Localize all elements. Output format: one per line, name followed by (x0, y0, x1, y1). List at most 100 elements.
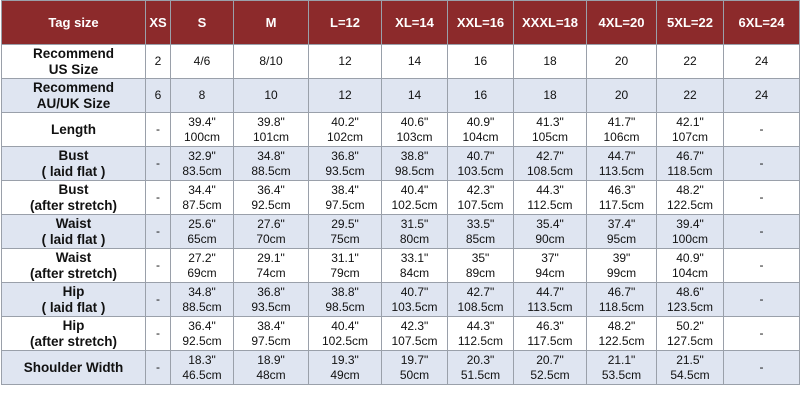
cell-line: 105cm (531, 129, 569, 144)
cell-line: 123.5cm (666, 299, 714, 314)
row-label: Waist (after stretch) (1, 248, 146, 283)
size-cell: 39.8" 101cm (233, 112, 309, 147)
cell-line: - (759, 326, 764, 340)
label-line: Shoulder Width (23, 359, 124, 375)
cell-line: 92.5cm (251, 197, 291, 212)
table-row: Length -39.4" 100cm 39.8" 101cm 40.2" 102cm 40.… (1, 112, 800, 147)
cell-line: 41.3" (536, 114, 564, 129)
cell-line: 107cm (671, 129, 709, 144)
row-label: Bust( laid flat ) (1, 146, 146, 181)
size-cell: - (145, 248, 171, 283)
header-cell: XXXL=18 (513, 0, 587, 45)
cell-line: 29.1" (257, 250, 285, 265)
cell-line: 108.5cm (457, 299, 504, 314)
cell-line: 36.4" (257, 182, 285, 197)
size-cell: 29.1" 74cm (233, 248, 309, 283)
size-cell: 38.8" 98.5cm (381, 146, 448, 181)
size-cell: - (145, 316, 171, 351)
cell-line: 42.3" (466, 182, 495, 197)
cell-line: 118.5cm (598, 299, 645, 314)
cell-line: - (156, 156, 160, 170)
cell-line: 19.3" (331, 352, 359, 367)
cell-line: 6 (154, 88, 162, 102)
label-line: (after stretch) (29, 197, 118, 213)
cell-line: 24 (754, 88, 769, 102)
cell-line: 34.4" (188, 182, 216, 197)
cell-line: 18 (543, 54, 557, 68)
size-cell: 42.7" 108.5cm (447, 282, 514, 317)
cell-line: 2 (154, 54, 162, 68)
table-row: Bust (after stretch) -34.4" 87.5cm 36.4" 92.5… (1, 180, 800, 215)
cell-line: 39.4" (188, 114, 216, 129)
size-cell: 21.1" 53.5cm (586, 350, 657, 385)
cell-line: 97.5cm (325, 197, 365, 212)
cell-line: 42.7" (466, 284, 495, 299)
size-cell: 29.5" 75cm (308, 214, 382, 249)
size-cell: 35.4" 90cm (513, 214, 587, 249)
size-cell: 12 (308, 78, 382, 113)
size-cell: 20.3" 51.5cm (447, 350, 514, 385)
size-cell: 22 (656, 44, 724, 79)
cell-line: 20 (614, 88, 629, 102)
table-row: Shoulder Width -18.3" 46.5cm 18.9" 48cm 19.3"… (1, 350, 800, 385)
size-cell: 12 (308, 44, 382, 79)
cell-line: 65cm (187, 231, 217, 246)
cell-line: 100cm (671, 231, 709, 246)
cell-line: - (759, 156, 764, 170)
label-line: (after stretch) (29, 265, 118, 281)
cell-line: - (156, 326, 160, 340)
cell-line: 48cm (256, 367, 286, 382)
cell-line: 37" (541, 250, 559, 265)
size-cell: 16 (447, 44, 514, 79)
header-cell: L=12 (308, 0, 382, 45)
cell-line: 16 (473, 88, 488, 102)
cell-line: 12 (338, 88, 352, 102)
cell-line: 100cm (183, 129, 221, 144)
size-cell: 48.2" 122.5cm (656, 180, 724, 215)
cell-line: 22 (683, 54, 697, 68)
size-cell: 18 (513, 44, 587, 79)
cell-line: 19.7" (400, 352, 429, 367)
cell-line: 39.4" (676, 216, 704, 231)
cell-line: 53.5cm (601, 367, 642, 382)
table-row: Recommend US Size 2 4/6 8/10 12 14 16 18 20 22 24 (1, 44, 800, 79)
label-line: Hip (62, 317, 85, 333)
cell-line: 36.8" (331, 148, 359, 163)
cell-line: 40.7" (400, 284, 429, 299)
cell-line: 20 (614, 54, 629, 68)
cell-line: 40.9" (466, 114, 495, 129)
cell-line: - (759, 224, 764, 238)
size-cell: 36.4" 92.5cm (233, 180, 309, 215)
cell-line: 21.5" (676, 352, 704, 367)
cell-line: 80cm (399, 231, 430, 246)
cell-line: 14 (407, 88, 422, 102)
size-cell: 33.5" 85cm (447, 214, 514, 249)
size-cell: 44.3" 112.5cm (447, 316, 514, 351)
size-cell: 40.9" 104cm (447, 112, 514, 147)
cell-line: 103.5cm (457, 163, 504, 178)
cell-line: 102cm (326, 129, 364, 144)
cell-line: - (759, 190, 764, 204)
cell-line: 29.5" (331, 216, 359, 231)
size-cell: 46.3" 117.5cm (513, 316, 587, 351)
size-cell: - (145, 180, 171, 215)
cell-line: 106cm (603, 129, 640, 144)
cell-line: 117.5cm (598, 197, 645, 212)
cell-line: 44.7" (607, 148, 636, 163)
cell-line: 44.3" (466, 318, 495, 333)
size-cell: 18.3" 46.5cm (170, 350, 234, 385)
size-cell: 40.6" 103cm (381, 112, 448, 147)
cell-line: 97.5cm (251, 333, 291, 348)
cell-line: 42.7" (536, 148, 564, 163)
header-cell: XL=14 (381, 0, 448, 45)
cell-line: 22 (683, 88, 697, 102)
cell-line: 84cm (399, 265, 430, 280)
size-cell: 38.4" 97.5cm (308, 180, 382, 215)
size-cell: 36.8" 93.5cm (308, 146, 382, 181)
cell-line: 54.5cm (670, 367, 710, 382)
size-cell: 40.4" 102.5cm (381, 180, 448, 215)
size-cell: 31.5" 80cm (381, 214, 448, 249)
label-line: Bust (58, 147, 89, 163)
cell-line: - (156, 292, 160, 306)
size-cell: 19.7" 50cm (381, 350, 448, 385)
